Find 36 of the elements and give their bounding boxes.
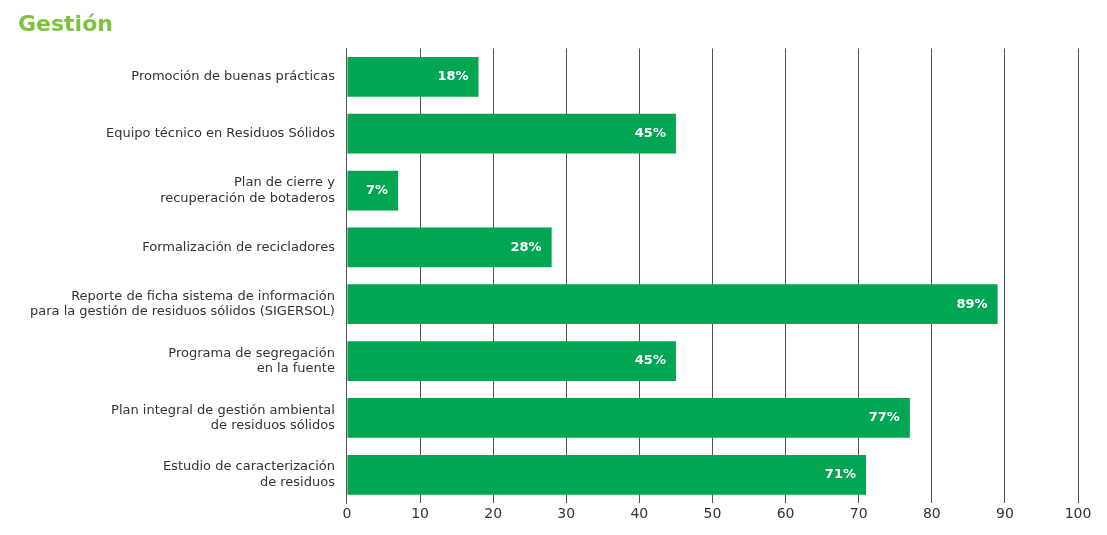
bar [347, 227, 552, 268]
bar [347, 170, 399, 211]
y-tick-label: Promoción de buenas prácticas [131, 68, 336, 84]
bar [347, 454, 866, 495]
bar [347, 56, 479, 97]
text: Gestión [18, 10, 113, 36]
x-tick-label: 100 [1064, 505, 1092, 522]
bar [347, 284, 998, 325]
y-tick-label: Programa de segregación en la fuente [168, 344, 335, 376]
data-label: 77% [868, 409, 900, 425]
y-tick-label: Reporte de ficha sistema de información para la gestión de residuos sólidos (SIGERSOL) [29, 287, 335, 319]
x-tick-label: 10 [411, 505, 429, 522]
x-tick-label: 80 [922, 505, 941, 522]
y-tick-label: Plan de cierre y recuperación de botaderos [160, 174, 336, 205]
data-label: 45% [634, 352, 666, 368]
data-label: 89% [956, 295, 988, 311]
y-tick-label: Equipo técnico en Residuos Sólidos [105, 125, 336, 141]
bar [347, 341, 676, 381]
x-tick-label: 50 [703, 505, 722, 522]
data-label: 45% [634, 125, 666, 141]
x-tick-label: 60 [776, 505, 795, 522]
y-tick-label: Estudio de caracterización de residuos [162, 458, 336, 489]
data-label: 71% [824, 466, 856, 482]
bar [347, 113, 676, 154]
x-tick-label: 30 [557, 505, 576, 522]
x-tick-label: 40 [630, 505, 649, 522]
x-tick-label: 0 [342, 505, 352, 522]
x-tick-label: 90 [995, 505, 1014, 522]
x-tick-label: 70 [849, 505, 868, 522]
bar [347, 398, 910, 438]
data-label: 28% [510, 238, 542, 254]
data-label: 7% [366, 181, 389, 197]
data-label: 18% [437, 68, 469, 84]
y-tick-label: Plan integral de gestión ambiental de residuos sólidos [111, 401, 336, 433]
x-tick-label: 20 [484, 505, 503, 522]
y-tick-label: Formalización de recicladores [142, 238, 336, 254]
